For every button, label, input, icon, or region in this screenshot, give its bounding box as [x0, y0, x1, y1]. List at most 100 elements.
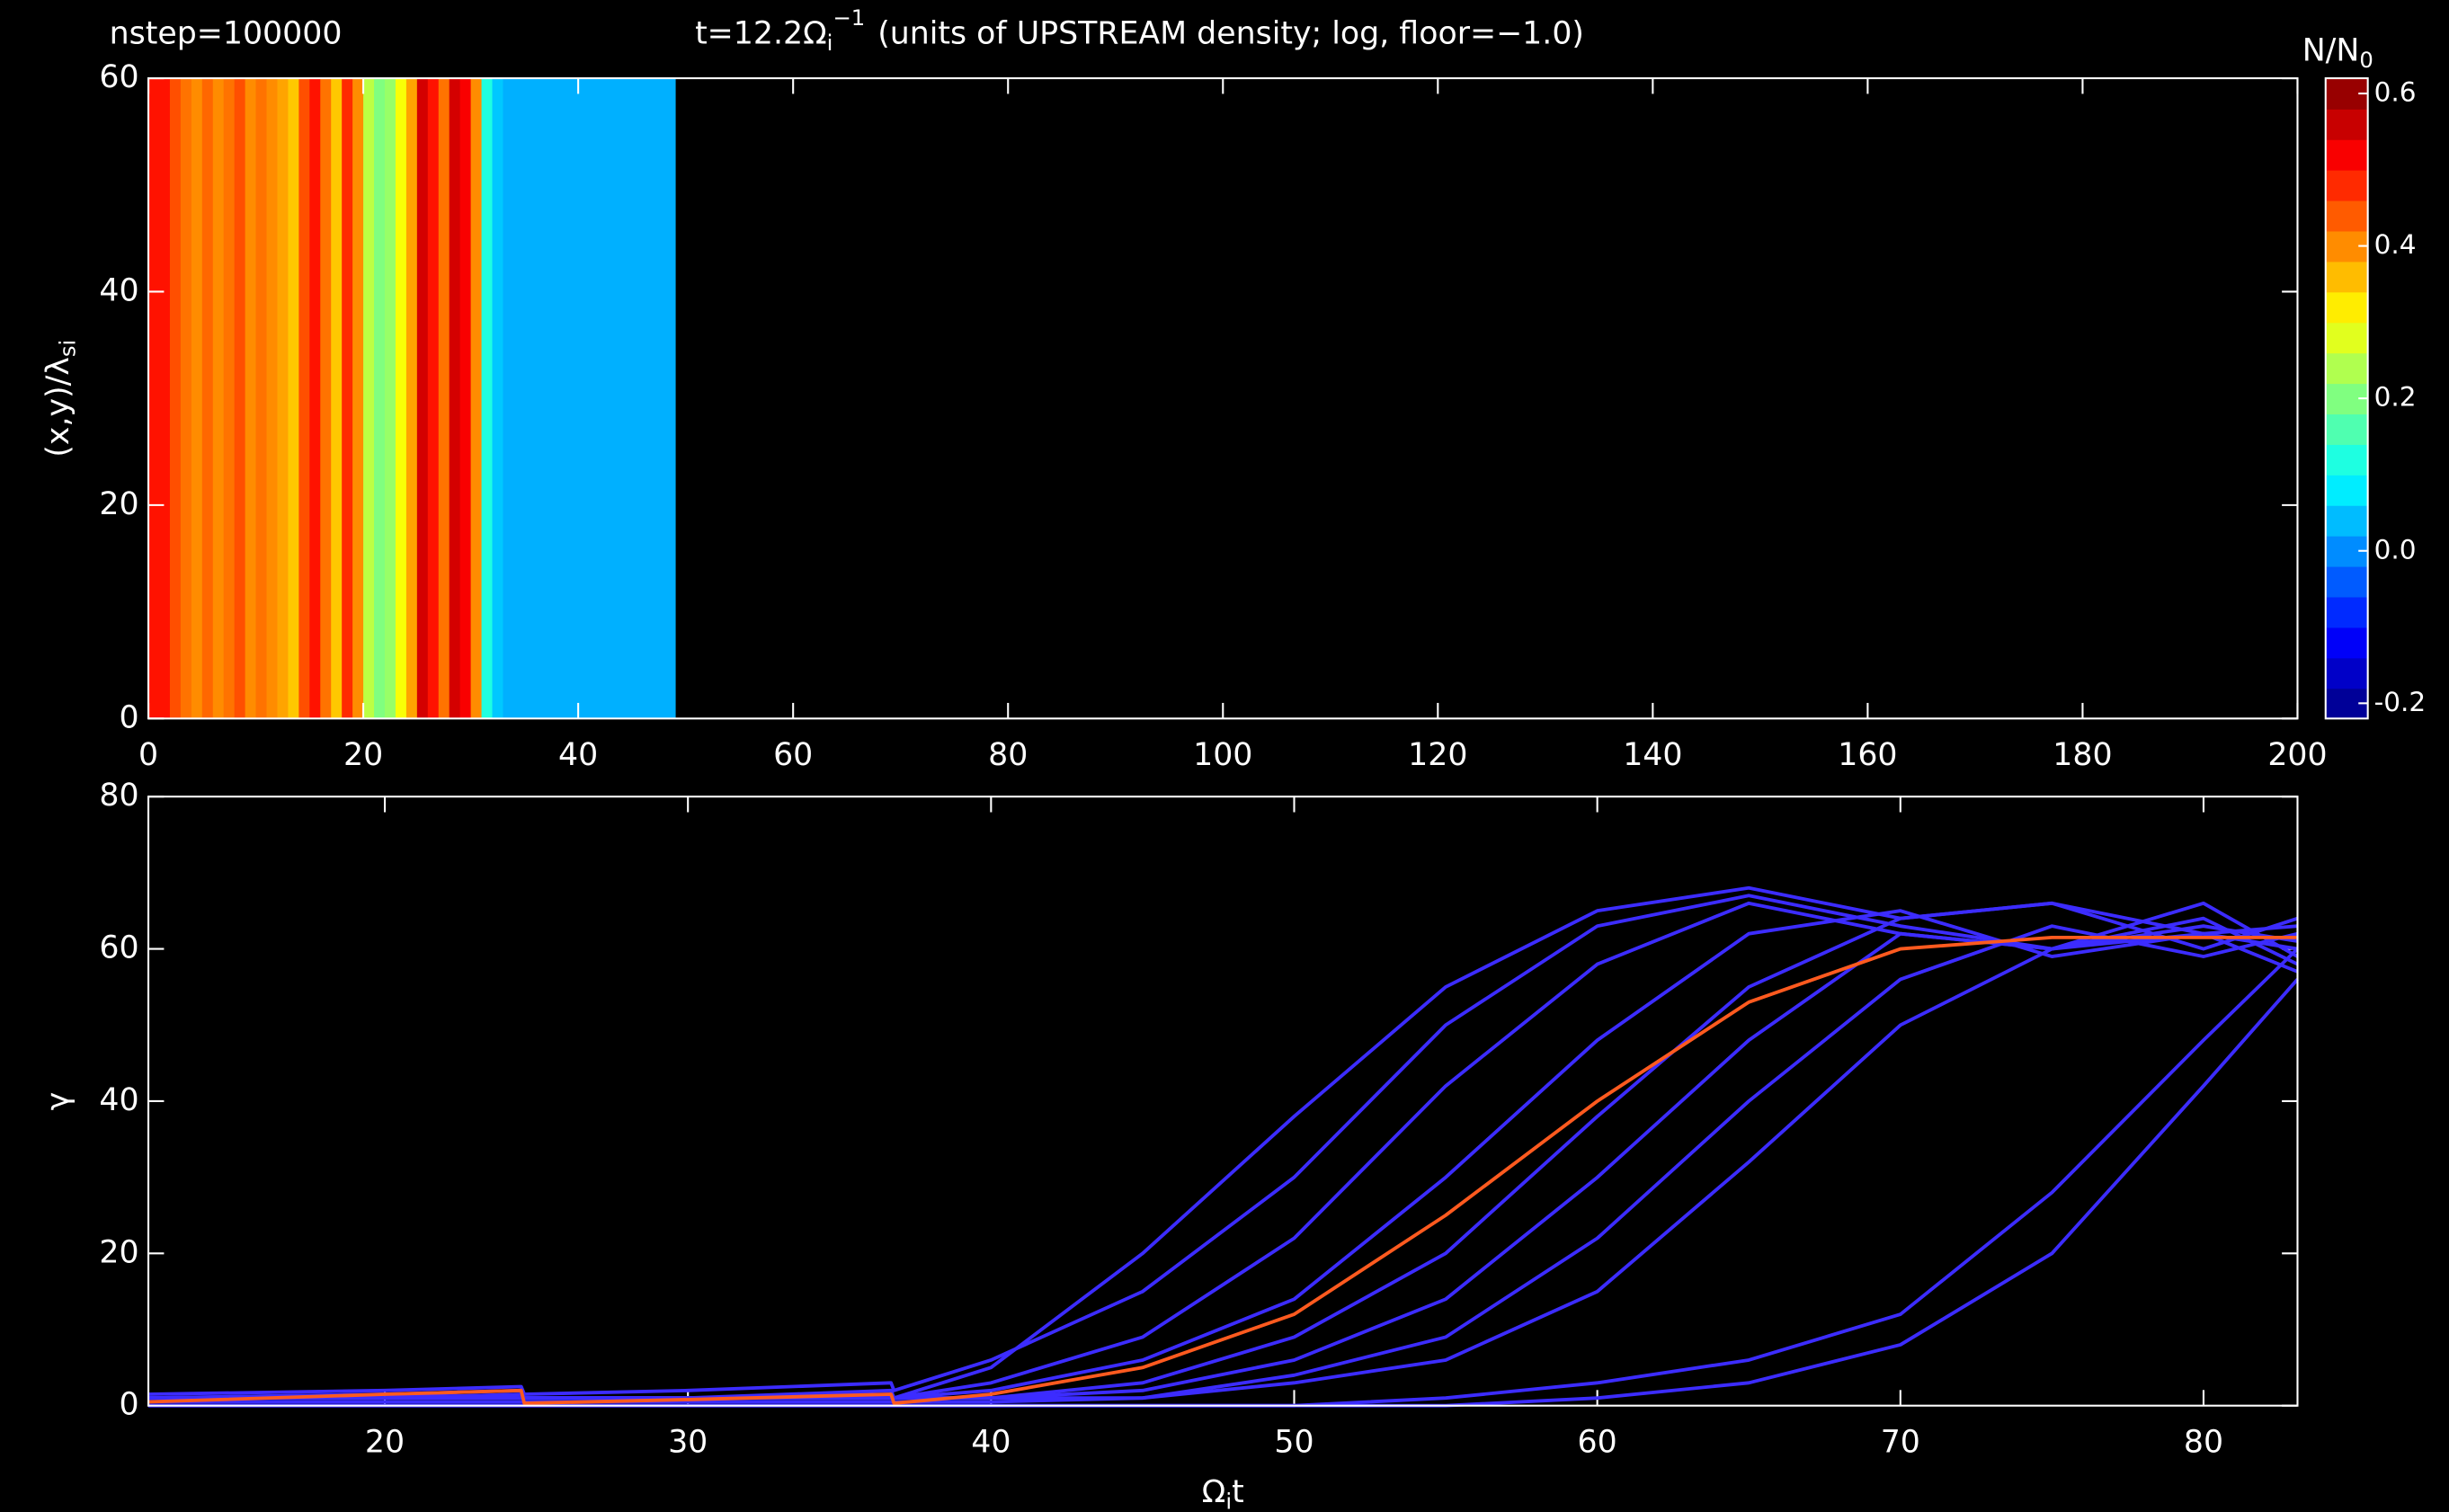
y-tick-label: 80 [99, 778, 138, 814]
heatmap-cell [212, 78, 225, 719]
heatmap-cell [148, 78, 160, 719]
heatmap-cell [513, 78, 526, 719]
y-tick-label: 40 [99, 272, 138, 308]
heatmap-cell [503, 78, 515, 719]
colorbar-swatch [2325, 596, 2368, 628]
x-tick-label: 0 [138, 737, 158, 773]
heatmap-cell [223, 78, 236, 719]
colorbar-swatch [2325, 352, 2368, 385]
x-label-suffix: t [1232, 1474, 1244, 1510]
colorbar-label-sub: 0 [2359, 47, 2373, 73]
heatmap-cell [567, 78, 579, 719]
colorbar-swatch [2325, 200, 2368, 232]
heatmap-cell [201, 78, 214, 719]
heatmap-cell [395, 78, 407, 719]
y-tick-label: 0 [120, 1387, 139, 1423]
heatmap-cell [546, 78, 558, 719]
title-text: t=12.2Ω [695, 15, 827, 51]
heatmap-cell [405, 78, 418, 719]
heatmap-cell [653, 78, 665, 719]
heatmap-cell [416, 78, 429, 719]
x-tick-label: 60 [1578, 1424, 1617, 1460]
heatmap-cell [234, 78, 246, 719]
heatmap-cell [363, 78, 375, 719]
x-tick-label: 60 [773, 737, 813, 773]
x-tick-label: 50 [1274, 1424, 1314, 1460]
heatmap-cell [277, 78, 289, 719]
heatmap-cell [449, 78, 461, 719]
colorbar-tick-label: 0.0 [2374, 534, 2417, 565]
heatmap-cell [342, 78, 353, 719]
heatmap-cell [320, 78, 333, 719]
title-sup: −1 [833, 4, 865, 31]
x-tick-label: 40 [971, 1424, 1011, 1460]
colorbar-swatch [2325, 627, 2368, 659]
heatmap-cell [427, 78, 440, 719]
heatmap-cell [663, 78, 676, 719]
heatmap-cell [352, 78, 364, 719]
colorbar-swatch [2325, 444, 2368, 476]
heatmap-cell [631, 78, 644, 719]
x-tick-label: 20 [343, 737, 383, 773]
heatmap-cell [610, 78, 622, 719]
heatmap-cell [481, 78, 494, 719]
heatmap-cell [309, 78, 322, 719]
colorbar-tick-label: 0.6 [2374, 76, 2417, 107]
x-tick-label: 80 [2184, 1424, 2223, 1460]
colorbar-tick-label: 0.4 [2374, 229, 2417, 260]
colorbar-label-text: N/N [2302, 33, 2360, 69]
heatmap-cell [384, 78, 396, 719]
x-tick-label: 180 [2053, 737, 2112, 773]
x-tick-label: 70 [1881, 1424, 1920, 1460]
x-tick-label: 30 [668, 1424, 708, 1460]
x-label-sub: i [1225, 1488, 1232, 1512]
y-label-sub: si [54, 340, 80, 357]
series-line [147, 935, 2298, 1405]
heatmap-cell [600, 78, 611, 719]
y-tick-label: 20 [99, 1234, 138, 1270]
x-tick-label: 200 [2267, 737, 2327, 773]
heatmap-cell [438, 78, 450, 719]
heatmap-cell [524, 78, 537, 719]
heatmap-cell [374, 78, 386, 719]
heatmap-cell [191, 78, 203, 719]
colorbar-swatch [2325, 138, 2368, 171]
x-tick-label: 120 [1408, 737, 1467, 773]
title: t=12.2Ωi−1 (units of UPSTREAM density; lo… [695, 4, 1584, 56]
heatmap-cell [331, 78, 343, 719]
colorbar-swatch [2325, 657, 2368, 689]
y-label-text: (x,y)/λ [40, 357, 76, 458]
colorbar-swatch [2325, 565, 2368, 598]
x-label: Ωit [1202, 1474, 1244, 1512]
x-tick-label: 160 [1838, 737, 1897, 773]
plot-frame [147, 796, 2299, 1407]
colorbar-tick-label: -0.2 [2374, 687, 2427, 717]
colorbar-swatch [2325, 291, 2368, 324]
heatmap-cell [169, 78, 182, 719]
colorbar-swatch [2325, 414, 2368, 445]
y-label: (x,y)/λsi [40, 340, 80, 458]
heatmap-cell [578, 78, 590, 719]
colorbar-swatch [2325, 169, 2368, 201]
heatmap-cell [470, 78, 483, 719]
heatmap-cell [557, 78, 569, 719]
colorbar-swatch [2325, 261, 2368, 293]
heatmap-cell [245, 78, 257, 719]
y-tick-label: 40 [99, 1082, 138, 1118]
x-tick-label: 80 [988, 737, 1028, 773]
colorbar-tick-label: 0.2 [2374, 382, 2417, 413]
heatmap-cell [158, 78, 171, 719]
step-label: nstep=100000 [110, 15, 343, 51]
colorbar-swatch [2325, 504, 2368, 537]
heatmap-cell [535, 78, 548, 719]
heatmap-cell [180, 78, 192, 719]
colorbar-swatch [2325, 474, 2368, 506]
heatmap-cell [620, 78, 633, 719]
colorbar-swatch [2325, 108, 2368, 140]
colorbar-swatch [2325, 322, 2368, 354]
heatmap-cell [288, 78, 300, 719]
title-sub: i [827, 30, 833, 56]
title-suffix: (units of UPSTREAM density; log, floor=−… [877, 15, 1584, 51]
